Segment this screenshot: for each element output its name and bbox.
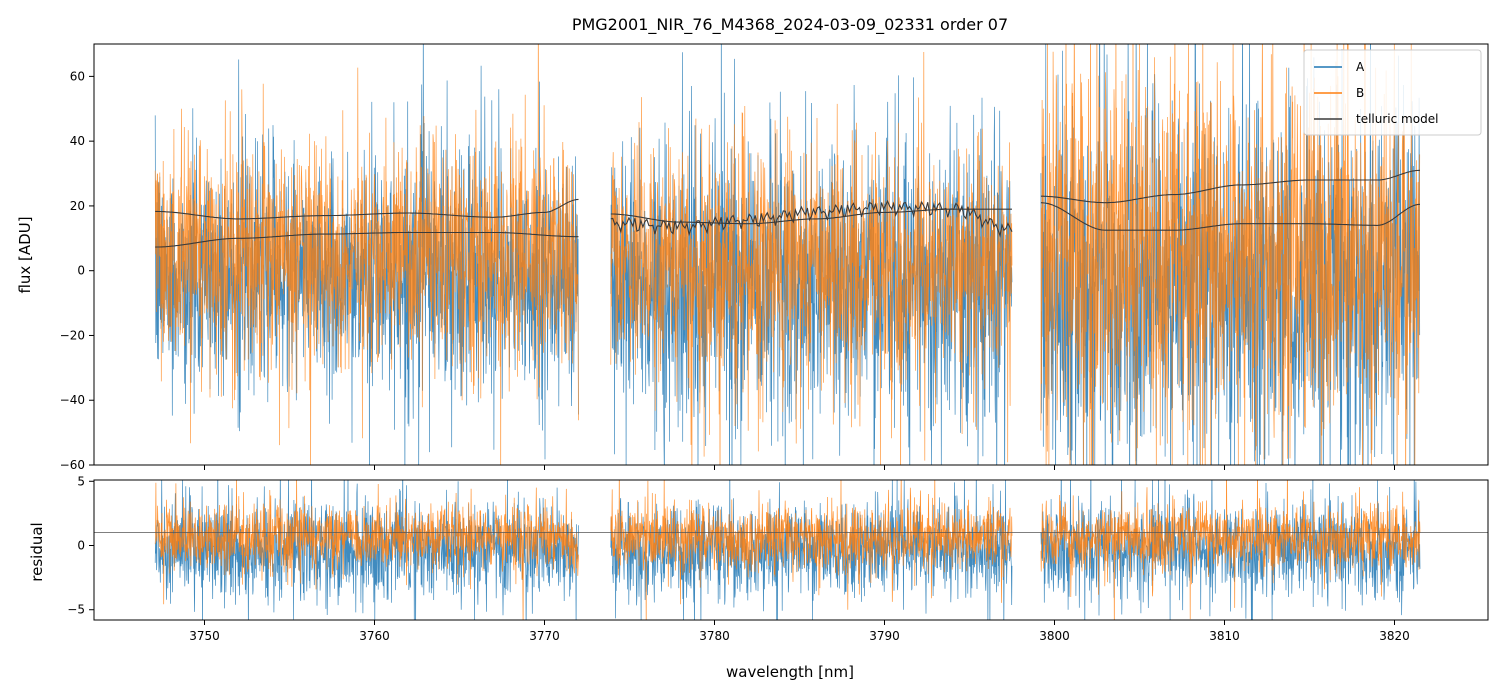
flux-ytick-label: 60 [70, 69, 85, 83]
legend-label-telluric: telluric model [1356, 112, 1438, 126]
residual-series-b-segment-2 [610, 480, 1013, 620]
residual-xtick-label: 3800 [1039, 629, 1070, 643]
telluric-model-curve-4 [610, 199, 1013, 238]
telluric-model-curve-1 [155, 198, 579, 220]
legend-label-b: B [1356, 86, 1364, 100]
residual-ytick-label: 5 [77, 474, 85, 488]
residual-xtick-label: 3780 [699, 629, 730, 643]
flux-series-b-segment-3 [1040, 44, 1421, 465]
legend-box [1303, 49, 1482, 136]
residual-axes-frame [93, 479, 1489, 621]
residual-xtick-label: 3820 [1379, 629, 1410, 643]
residual-panel: −5 0 5 3750 3760 3770 3780 3790 3800 3810 3820 re… [28, 474, 1489, 681]
residual-plot-area [94, 480, 1488, 620]
residual-xtick-label: 3760 [359, 629, 390, 643]
telluric-model-curve-2 [155, 231, 579, 248]
residual-series-b-segment-1 [154, 480, 579, 620]
flux-ytick-label: 20 [70, 199, 85, 213]
flux-plot-area [154, 44, 1421, 465]
telluric-model-curve-6 [1040, 202, 1421, 231]
flux-series-b-segment-1 [154, 44, 579, 465]
residual-xtick-label: 3770 [529, 629, 560, 643]
flux-ytick-label: 0 [77, 264, 85, 278]
residual-xtick-label: 3810 [1209, 629, 1240, 643]
legend-label-a: A [1356, 60, 1365, 74]
flux-ytick-label: −20 [60, 328, 85, 342]
flux-ylabel: flux [ADU] [16, 216, 34, 293]
residual-xlabel: wavelength [nm] [726, 663, 854, 681]
flux-x-ticks [204, 465, 1395, 470]
chart-title: PMG2001_NIR_76_M4368_2024-03-09_02331 or… [572, 15, 1008, 35]
residual-ylabel: residual [28, 522, 46, 581]
residual-y-ticks: −5 0 5 [67, 474, 94, 617]
residual-xtick-label: 3750 [189, 629, 220, 643]
residual-x-ticks: 3750 3760 3770 3780 3790 3800 3810 3820 [189, 620, 1410, 643]
flux-panel: −60 −40 −20 0 20 40 60 flux [ADU] [16, 43, 1489, 472]
flux-series-b-segment-2 [610, 51, 1013, 465]
residual-ytick-label: −5 [67, 603, 85, 617]
legend: A B telluric model [1303, 49, 1482, 136]
telluric-model-curve-5 [1040, 169, 1421, 204]
residual-xtick-label: 3790 [869, 629, 900, 643]
residual-ytick-label: 0 [77, 539, 85, 553]
flux-axes-frame [93, 43, 1489, 466]
flux-ytick-label: −40 [60, 393, 85, 407]
flux-ytick-label: 40 [70, 134, 85, 148]
flux-y-ticks: −60 −40 −20 0 20 40 60 [60, 69, 94, 472]
residual-series-b-segment-3 [1040, 480, 1421, 620]
flux-ytick-label: −60 [60, 458, 85, 472]
